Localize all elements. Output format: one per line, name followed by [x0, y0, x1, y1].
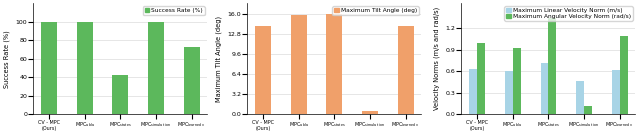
Y-axis label: Maximum Tilt Angle (deg): Maximum Tilt Angle (deg) — [215, 16, 222, 102]
Bar — [397, 26, 413, 114]
Bar — [362, 111, 378, 114]
Y-axis label: Velocity Norms (m/s and rad/s): Velocity Norms (m/s and rad/s) — [433, 7, 440, 110]
Bar — [326, 14, 342, 114]
Bar — [255, 26, 271, 114]
Bar — [77, 22, 93, 114]
Bar — [184, 47, 200, 114]
Bar — [477, 43, 485, 114]
Bar — [548, 18, 556, 114]
Bar — [148, 22, 164, 114]
Bar — [42, 22, 58, 114]
Bar — [541, 64, 548, 114]
Legend: Success Rate (%): Success Rate (%) — [143, 6, 205, 15]
Y-axis label: Success Rate (%): Success Rate (%) — [3, 30, 10, 88]
Bar — [620, 36, 628, 114]
Bar — [576, 81, 584, 114]
Bar — [469, 69, 477, 114]
Bar — [513, 49, 520, 114]
Bar — [505, 71, 513, 114]
Bar — [291, 15, 307, 114]
Legend: Maximum Tilt Angle (deg): Maximum Tilt Angle (deg) — [332, 6, 419, 15]
Bar — [584, 106, 592, 114]
Legend: Maximum Linear Velocity Norm (m/s), Maximum Angular Velocity Norm (rad/s): Maximum Linear Velocity Norm (m/s), Maxi… — [504, 6, 632, 21]
Bar — [113, 75, 129, 114]
Bar — [612, 70, 620, 114]
